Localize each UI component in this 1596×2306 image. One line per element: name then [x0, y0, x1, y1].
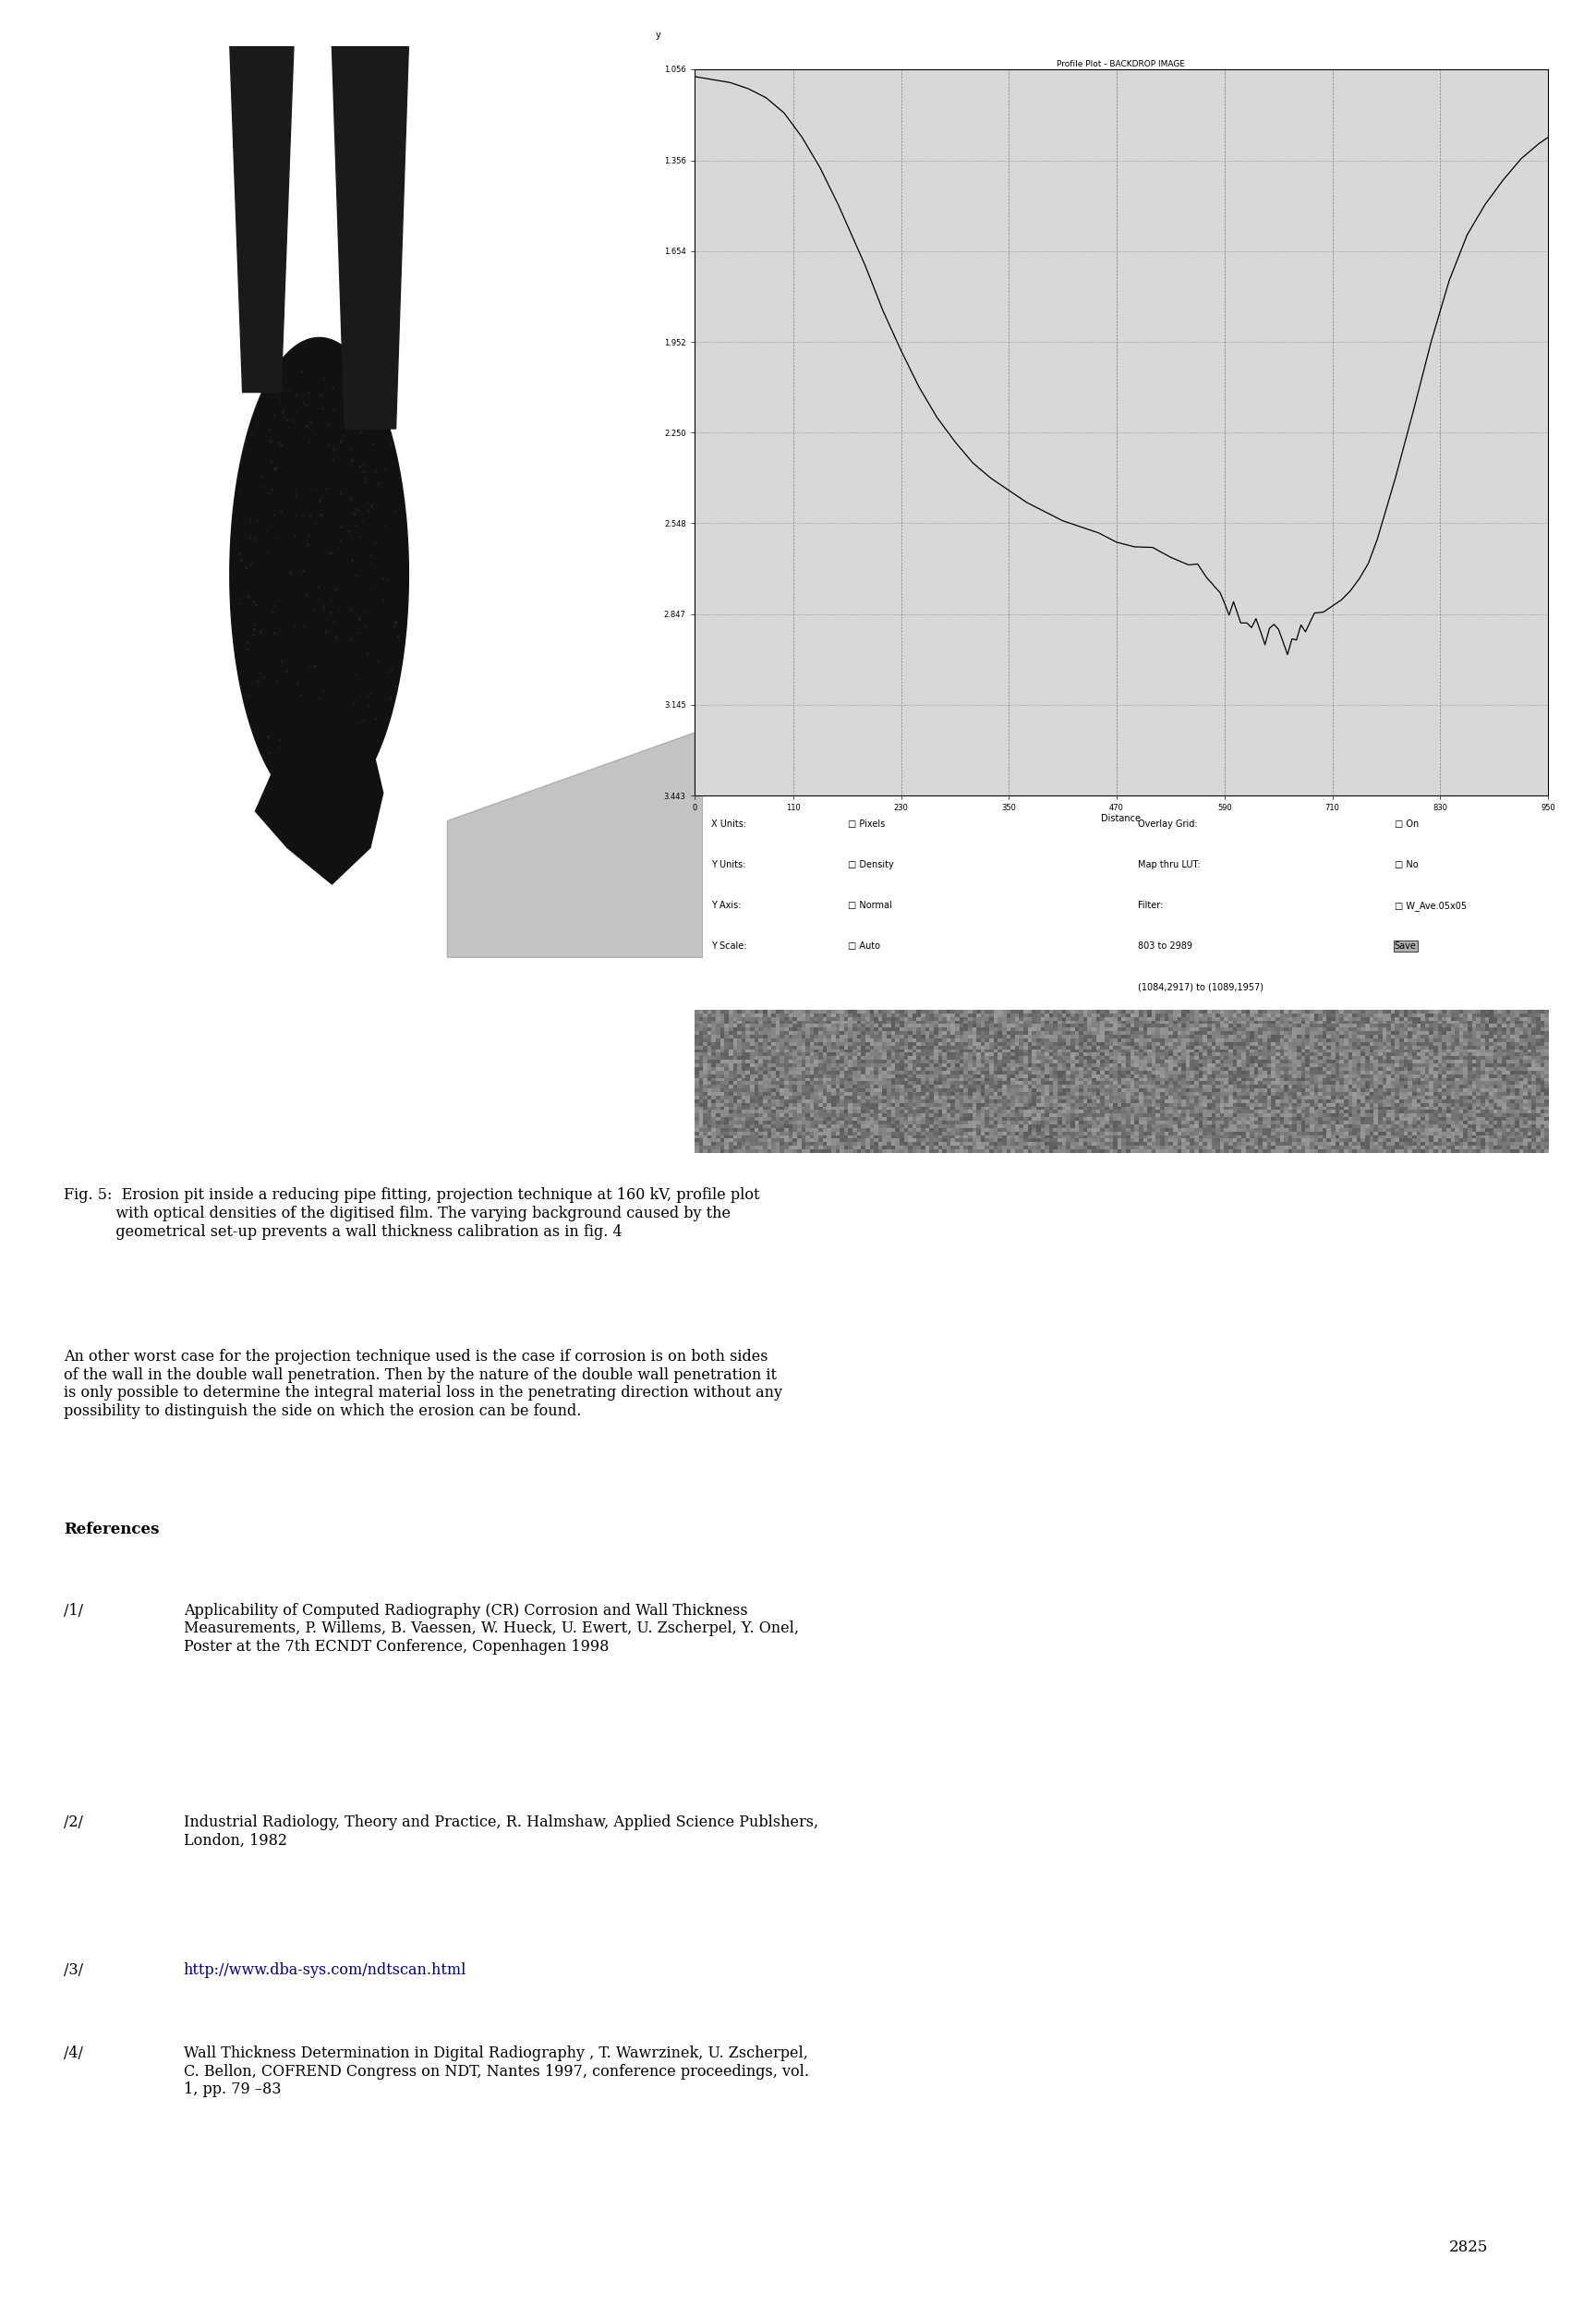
Text: □ Normal: □ Normal	[847, 902, 892, 911]
Text: 2825: 2825	[1449, 2239, 1487, 2255]
Text: □ No: □ No	[1395, 860, 1419, 869]
Text: Y Units:: Y Units:	[712, 860, 745, 869]
Text: /3/: /3/	[64, 1962, 83, 1979]
Text: Save: Save	[1395, 941, 1417, 950]
Text: y: y	[656, 30, 661, 39]
Text: http://www.dba-sys.com/ndtscan.html: http://www.dba-sys.com/ndtscan.html	[184, 1962, 466, 1979]
Text: □ Auto: □ Auto	[847, 941, 881, 950]
Polygon shape	[230, 46, 294, 392]
Text: Y Scale:: Y Scale:	[712, 941, 747, 950]
Text: Overlay Grid:: Overlay Grid:	[1138, 821, 1199, 830]
Text: Fig. 5:  Erosion pit inside a reducing pipe fitting, projection technique at 160: Fig. 5: Erosion pit inside a reducing pi…	[64, 1188, 760, 1241]
Text: (1084,2917) to (1089,1957): (1084,2917) to (1089,1957)	[1138, 982, 1264, 992]
Text: 803 to 2989: 803 to 2989	[1138, 941, 1192, 950]
Text: Y Axis:: Y Axis:	[712, 902, 742, 911]
Text: Industrial Radiology, Theory and Practice, R. Halmshaw, Applied Science Publsher: Industrial Radiology, Theory and Practic…	[184, 1815, 819, 1849]
Polygon shape	[230, 337, 409, 812]
Text: X Units:: X Units:	[712, 821, 747, 830]
Text: /1/: /1/	[64, 1603, 83, 1619]
Polygon shape	[332, 46, 409, 429]
Text: Filter:: Filter:	[1138, 902, 1163, 911]
Text: □ Pixels: □ Pixels	[847, 821, 886, 830]
Title: Profile Plot - BACKDROP IMAGE: Profile Plot - BACKDROP IMAGE	[1057, 60, 1186, 69]
Text: □ W_Ave.05x05: □ W_Ave.05x05	[1395, 902, 1467, 911]
Text: Map thru LUT:: Map thru LUT:	[1138, 860, 1200, 869]
Text: References: References	[64, 1522, 160, 1538]
Text: /2/: /2/	[64, 1815, 83, 1831]
Polygon shape	[255, 701, 383, 883]
Text: □ Density: □ Density	[847, 860, 894, 869]
Text: An other worst case for the projection technique used is the case if corrosion i: An other worst case for the projection t…	[64, 1349, 782, 1418]
X-axis label: Distance: Distance	[1101, 814, 1141, 823]
Text: □ On: □ On	[1395, 821, 1419, 830]
Text: Wall Thickness Determination in Digital Radiography , T. Wawrzinek, U. Zscherpel: Wall Thickness Determination in Digital …	[184, 2045, 809, 2098]
Text: /4/: /4/	[64, 2045, 83, 2062]
Text: Applicability of Computed Radiography (CR) Corrosion and Wall Thickness
Measurem: Applicability of Computed Radiography (C…	[184, 1603, 798, 1656]
